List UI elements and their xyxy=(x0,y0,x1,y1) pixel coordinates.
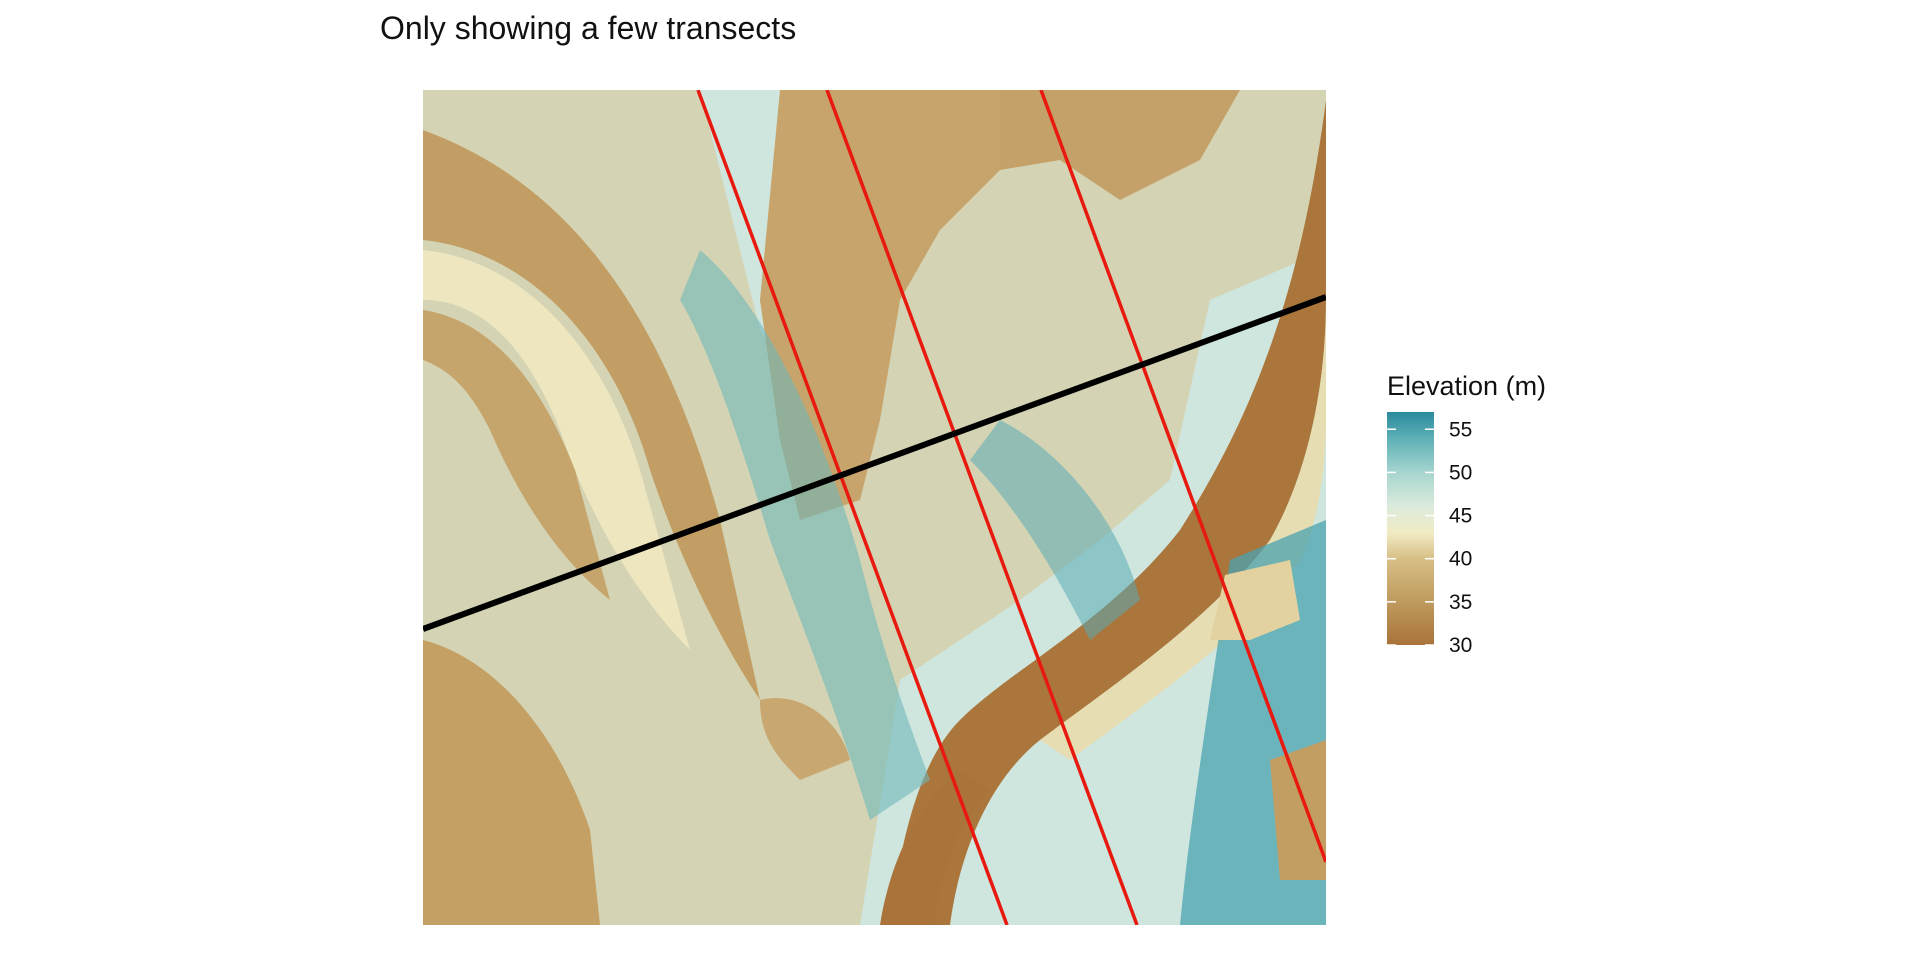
transects xyxy=(423,90,1326,925)
transect-line xyxy=(1039,90,1326,863)
legend: Elevation (m) 55 50 45 40 35 30 xyxy=(1387,371,1546,657)
terrain-left-arc-band-2 xyxy=(423,310,610,600)
legend-tick-label: 35 xyxy=(1449,591,1472,614)
legend-tick-label: 40 xyxy=(1449,548,1472,571)
transect-line xyxy=(825,90,1139,925)
legend-tick-label: 50 xyxy=(1449,461,1472,484)
terrain-right-lower xyxy=(1270,740,1326,880)
terrain-dam-patch xyxy=(1210,560,1300,640)
transect-line xyxy=(696,90,1009,925)
legend-tick-label: 30 xyxy=(1449,634,1472,657)
terrain-left-arc-inner xyxy=(423,250,690,650)
legend-tick-label: 55 xyxy=(1449,418,1472,441)
legend-title: Elevation (m) xyxy=(1387,371,1546,401)
terrain-left-lower xyxy=(423,640,600,925)
terrain-lower-patch xyxy=(760,698,850,780)
terrain-lowland xyxy=(423,90,1326,925)
legend-tick-label: 45 xyxy=(1449,505,1472,528)
terrain-upper-right-plateau xyxy=(1000,90,1240,200)
terrain-mid-blue xyxy=(970,420,1140,640)
terrain-left-arc-band xyxy=(423,130,760,700)
terrain-river-channel xyxy=(890,100,1326,925)
terrain-central-blue xyxy=(680,250,930,820)
transect-line-highlighted xyxy=(423,294,1326,632)
terrain-upper-plateau xyxy=(760,90,1000,520)
elevation-map xyxy=(423,90,1326,925)
chart-title: Only showing a few transects xyxy=(380,10,797,46)
legend-colorbar xyxy=(1387,412,1434,645)
terrain-river-banks xyxy=(1040,300,1326,760)
